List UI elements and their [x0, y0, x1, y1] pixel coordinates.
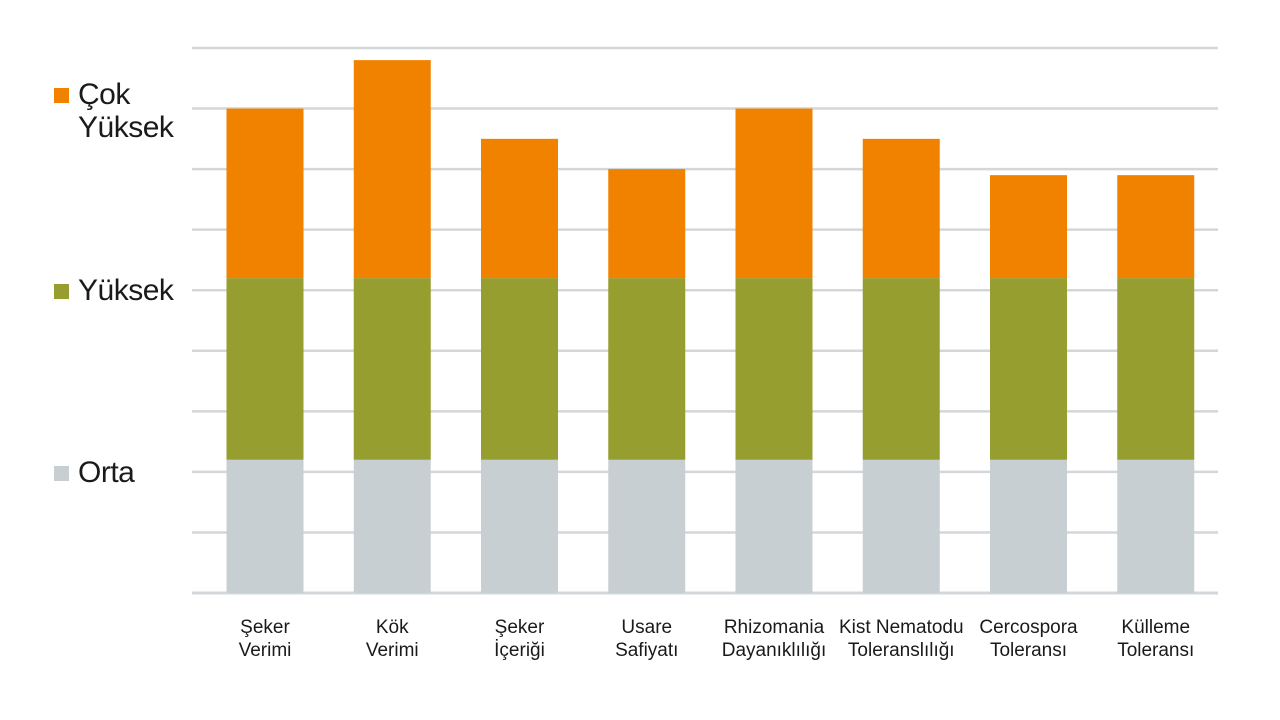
bar-segment-cok-yuksek	[481, 138, 558, 279]
legend-swatch-orta	[54, 466, 69, 481]
legend-swatch-cok-yuksek	[54, 88, 69, 103]
x-tick-label: Külleme Toleransı	[1117, 617, 1195, 661]
x-tick-label: Usare Safiyatı	[615, 617, 679, 661]
legend-item-orta: Orta	[54, 456, 198, 489]
bar-segment-yuksek	[481, 278, 558, 460]
bar-segment-cok-yuksek	[862, 138, 940, 279]
bar-segment-cok-yuksek	[353, 60, 431, 279]
x-tick-label: Cercospora Toleransı	[979, 617, 1078, 661]
bar-segment-yuksek	[1117, 278, 1195, 460]
bar-segment-orta	[735, 459, 813, 593]
x-tick-label: Şeker Verimi	[238, 617, 292, 661]
legend-item-cok-yuksek: Çok Yüksek	[54, 78, 198, 144]
bar-groups	[226, 60, 1195, 593]
bar-segment-cok-yuksek	[608, 169, 686, 279]
legend-label-orta: Orta	[78, 456, 135, 489]
bar-segment-cok-yuksek	[990, 175, 1067, 279]
bar-segment-orta	[608, 459, 686, 593]
bar-segment-yuksek	[862, 278, 940, 460]
bar-segment-yuksek	[608, 278, 686, 460]
bar-segment-orta	[1117, 459, 1195, 593]
bar-segment-cok-yuksek	[1117, 175, 1195, 279]
bar-segment-orta	[481, 459, 558, 593]
x-tick-label: Kök Verimi	[365, 617, 419, 661]
legend-swatch-yuksek	[54, 284, 69, 299]
bar-segment-yuksek	[353, 278, 431, 460]
bar-segment-orta	[226, 459, 304, 593]
x-tick-label: Rhizomania Dayanıklılığı	[721, 617, 827, 661]
bar-segment-orta	[353, 459, 431, 593]
legend-label-yuksek: Yüksek	[78, 274, 174, 307]
bar-segment-cok-yuksek	[735, 108, 813, 279]
bar-segment-yuksek	[226, 278, 304, 460]
bar-segment-cok-yuksek	[226, 108, 304, 279]
x-tick-label: Şeker İçeriği	[494, 617, 545, 661]
legend-item-yuksek: Yüksek	[54, 274, 198, 307]
bar-segment-orta	[862, 459, 940, 593]
bar-segment-orta	[990, 459, 1067, 593]
x-tick-label: Kist Nematodu Toleranslılığı	[838, 617, 964, 661]
legend-label-cok-yuksek: Çok Yüksek	[78, 78, 174, 144]
bar-segment-yuksek	[735, 278, 813, 460]
bar-segment-yuksek	[990, 278, 1067, 460]
